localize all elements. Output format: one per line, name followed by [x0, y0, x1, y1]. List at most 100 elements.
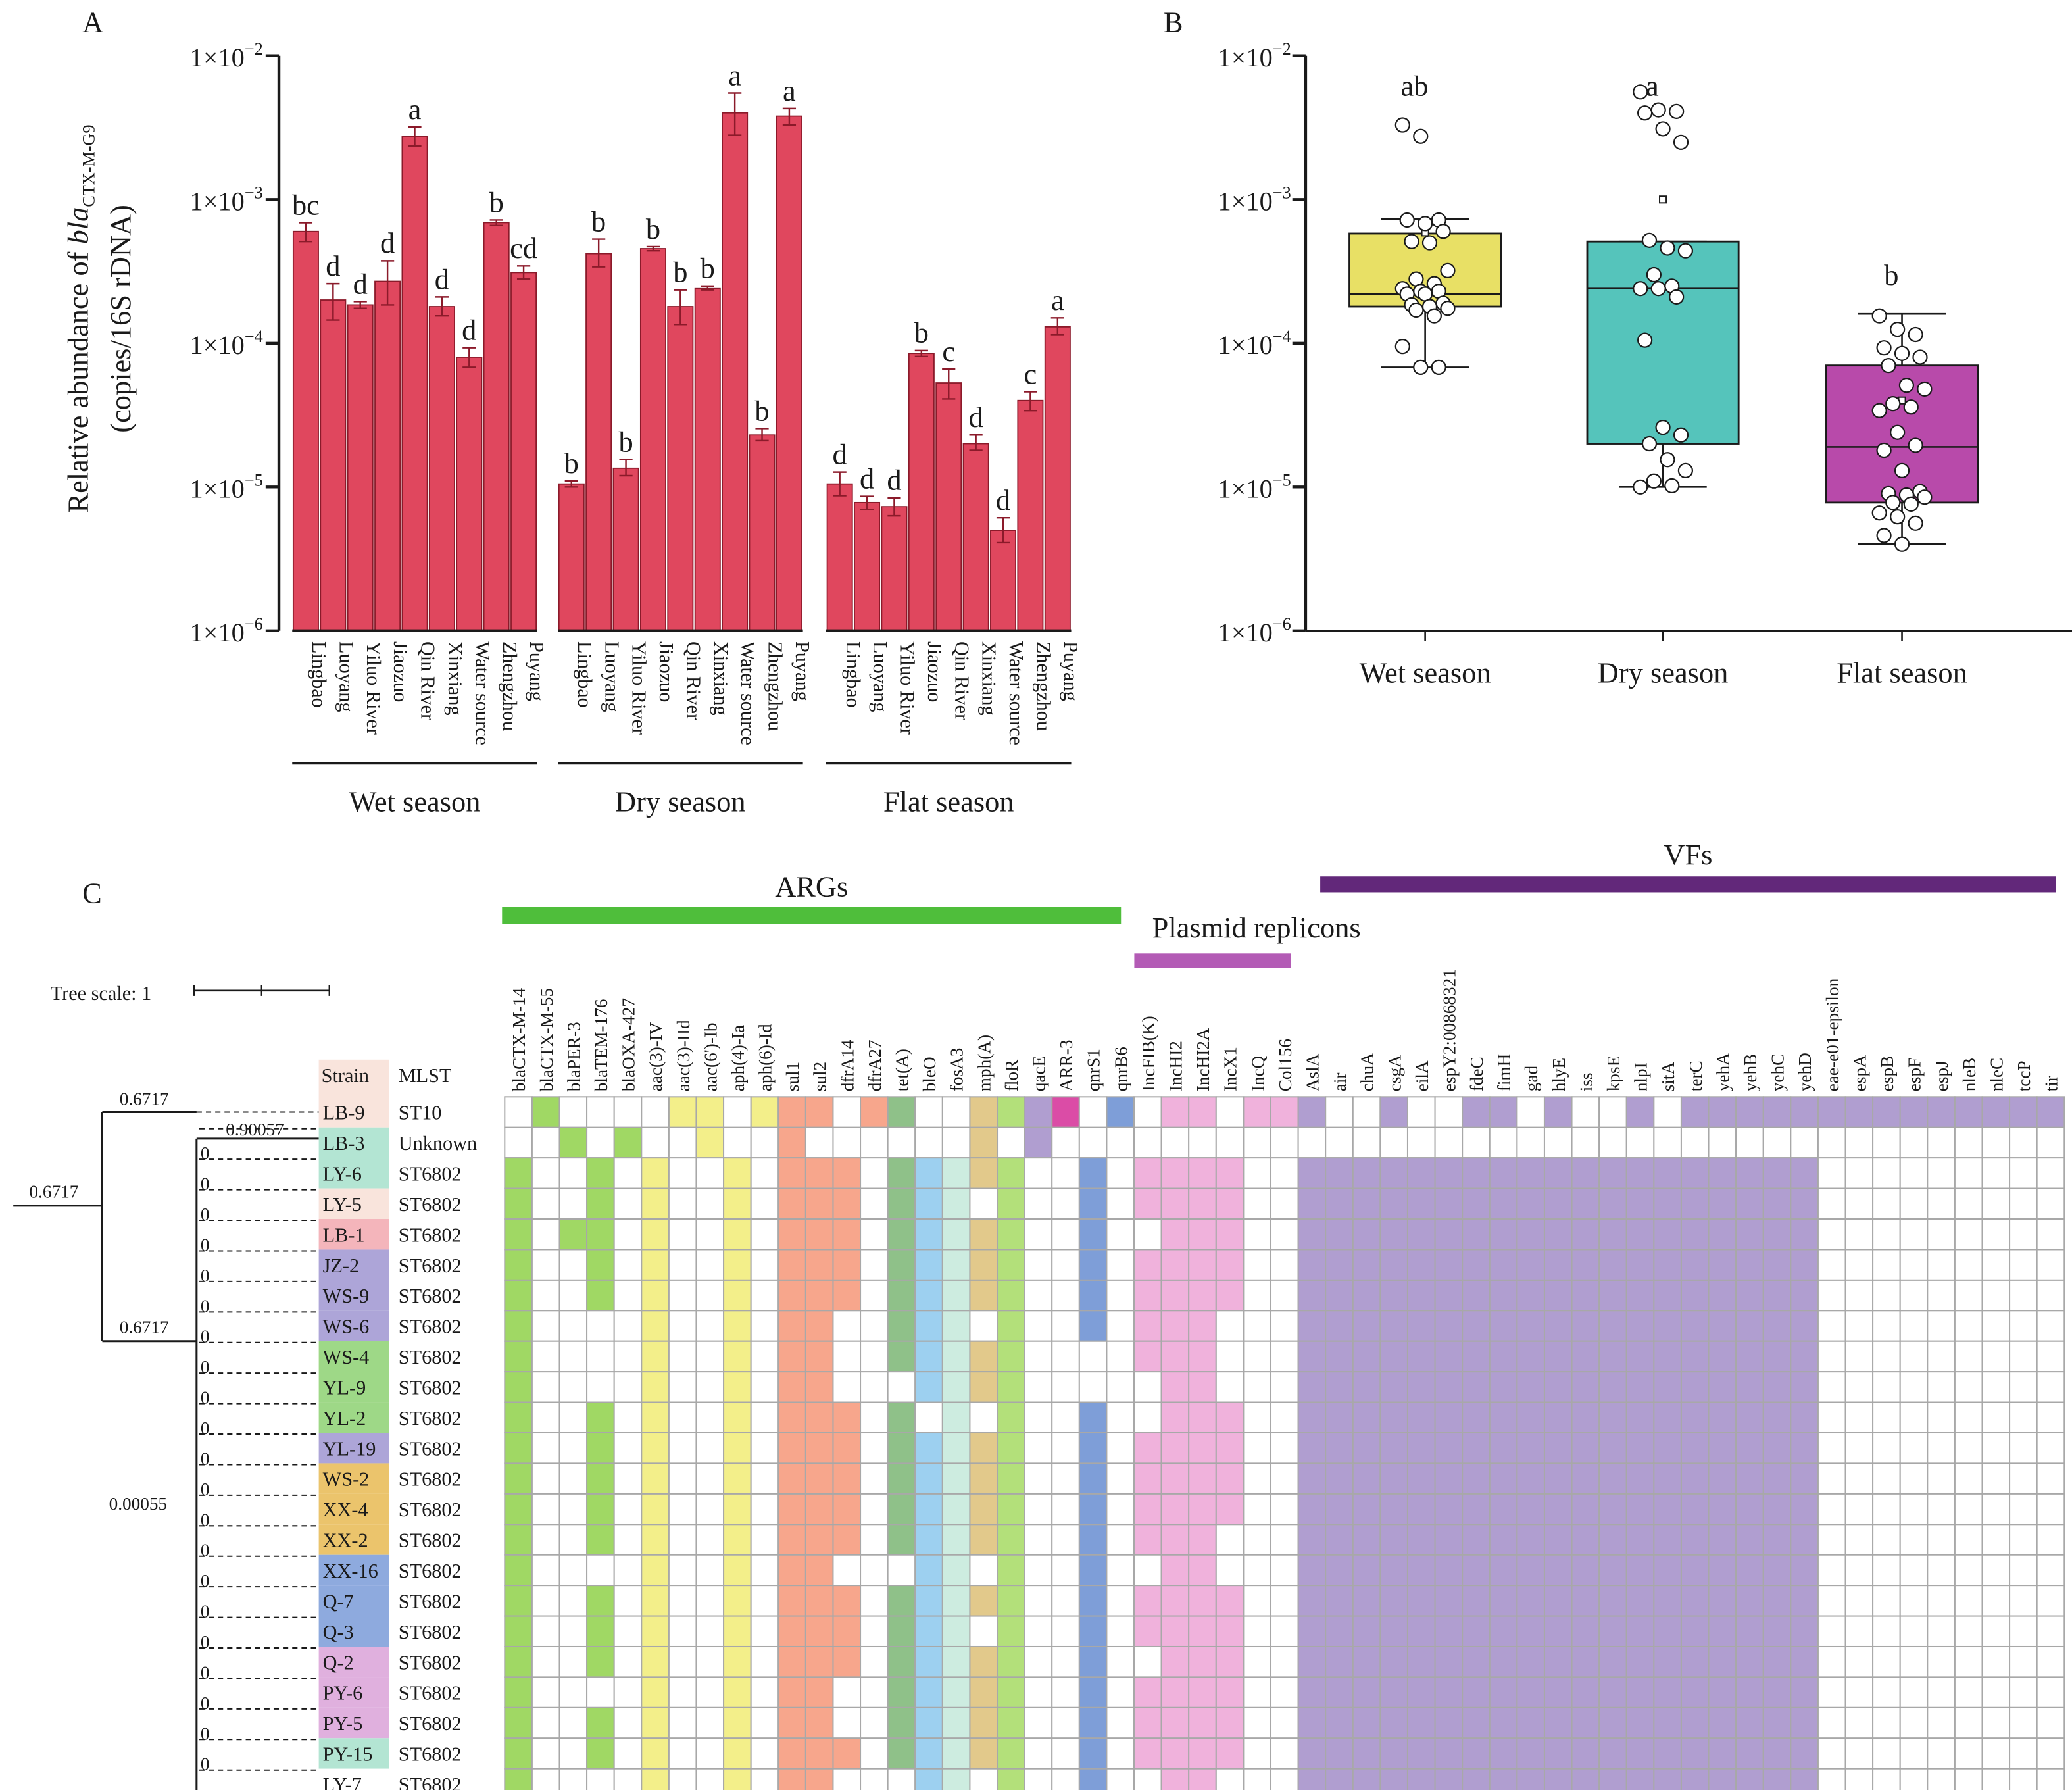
cell-absent — [1817, 1126, 1846, 1159]
cell-present — [832, 1249, 862, 1281]
cell-present — [1352, 1157, 1381, 1189]
cell-present — [887, 1279, 916, 1312]
cell-absent — [1106, 1615, 1135, 1648]
cell-absent — [1024, 1737, 1053, 1770]
column-label: bleO — [920, 1057, 939, 1091]
significance-letter: d — [435, 262, 449, 295]
cell-present — [1653, 1279, 1682, 1312]
y-tick-label-exp: −3 — [245, 183, 263, 202]
cell-absent — [1024, 1706, 1053, 1739]
significance-letter: cd — [510, 232, 537, 264]
cell-present — [1188, 1187, 1217, 1220]
panel-a-bar-chart: 1×10−21×10−31×10−41×10−51×10−6 Relative … — [61, 39, 1082, 818]
cell-present — [1516, 1554, 1545, 1587]
heatmap-row — [504, 1737, 2065, 1770]
cell-present — [1078, 1768, 1108, 1790]
cell-present — [1653, 1157, 1682, 1189]
cell-present — [1160, 1432, 1190, 1464]
cell-present — [1735, 1279, 1764, 1312]
cell-present — [887, 1401, 916, 1434]
bar — [558, 483, 585, 632]
cell-absent — [1927, 1676, 1956, 1708]
column-label: espF — [1905, 1058, 1925, 1091]
cell-present — [914, 1340, 943, 1373]
cell-absent — [1981, 1157, 2011, 1189]
cell-present — [1708, 1737, 1737, 1770]
cell-absent — [1243, 1126, 1272, 1159]
x-tick-label: Xinxiang — [978, 641, 1000, 716]
cell-present — [1379, 1340, 1408, 1373]
cell-absent — [2009, 1401, 2038, 1434]
bar — [694, 287, 721, 632]
cell-absent — [887, 1126, 916, 1159]
cell-present — [1462, 1676, 1491, 1708]
cell-present — [887, 1493, 916, 1526]
cell-present — [1598, 1768, 1627, 1790]
mlst-label: ST6802 — [399, 1346, 462, 1368]
cell-present — [1625, 1371, 1655, 1403]
cell-absent — [1927, 1768, 1956, 1790]
cell-present — [1790, 1401, 1819, 1434]
cell-present — [723, 1462, 752, 1495]
cell-absent — [1954, 1432, 1983, 1464]
cell-absent — [1051, 1218, 1080, 1251]
cell-present — [1489, 1706, 1518, 1739]
data-point — [1440, 301, 1456, 316]
branch-length-label: 0 — [201, 1418, 210, 1438]
cell-present — [969, 1340, 999, 1373]
significance-letter: b — [914, 316, 929, 349]
cell-absent — [1954, 1371, 1983, 1403]
cell-absent — [1899, 1462, 1929, 1495]
cell-present — [914, 1279, 943, 1312]
cell-absent — [668, 1218, 697, 1251]
cell-absent — [613, 1768, 643, 1790]
cell-present — [1325, 1585, 1354, 1617]
cell-present — [1215, 1279, 1245, 1312]
x-tick-label: Luoyang — [601, 641, 623, 712]
cell-absent — [1133, 1554, 1162, 1587]
significance-letter: a — [728, 59, 741, 91]
cell-present — [1297, 1096, 1327, 1128]
column-label: aph(6)-Id — [756, 1024, 776, 1091]
cell-present — [531, 1096, 560, 1128]
cell-present — [1708, 1157, 1737, 1189]
cell-absent — [586, 1371, 615, 1403]
column-label: sul2 — [810, 1062, 830, 1091]
strain-label: LY-6 — [323, 1162, 362, 1185]
cell-present — [1297, 1279, 1327, 1312]
cell-present — [1078, 1157, 1108, 1189]
cell-present — [1571, 1249, 1600, 1281]
cell-present — [1680, 1462, 1710, 1495]
bar — [347, 304, 374, 632]
cell-present — [1543, 1554, 1573, 1587]
cell-present — [1653, 1554, 1682, 1587]
cell-present — [1133, 1706, 1162, 1739]
cell-absent — [2009, 1615, 2038, 1648]
x-tick-label: Water source — [737, 641, 759, 745]
column-label: IncHI2A — [1193, 1028, 1213, 1091]
cell-present — [1680, 1401, 1710, 1434]
significance-letter: a — [783, 74, 796, 107]
cell-present — [1215, 1187, 1245, 1220]
cell-absent — [613, 1157, 643, 1189]
cell-absent — [531, 1279, 560, 1312]
cell-present — [1379, 1737, 1408, 1770]
cell-absent — [2036, 1340, 2065, 1373]
x-tick-label: Lingbao — [574, 641, 596, 708]
x-tick-label: Yiluo River — [628, 641, 651, 735]
cell-absent — [1844, 1462, 1874, 1495]
cell-present — [1735, 1340, 1764, 1373]
cell-absent — [1981, 1645, 2011, 1678]
cell-present — [1653, 1524, 1682, 1556]
cell-absent — [2009, 1645, 2038, 1678]
cell-absent — [941, 1096, 971, 1128]
strain-label: XX-2 — [323, 1529, 368, 1552]
cell-present — [1188, 1706, 1217, 1739]
cell-present — [941, 1524, 971, 1556]
cell-absent — [832, 1706, 862, 1739]
cell-present — [1598, 1249, 1627, 1281]
branch-length-label: 0.6717 — [120, 1089, 169, 1108]
cell-absent — [1899, 1554, 1929, 1587]
y-tick-label-base: 1×10 — [190, 618, 245, 647]
